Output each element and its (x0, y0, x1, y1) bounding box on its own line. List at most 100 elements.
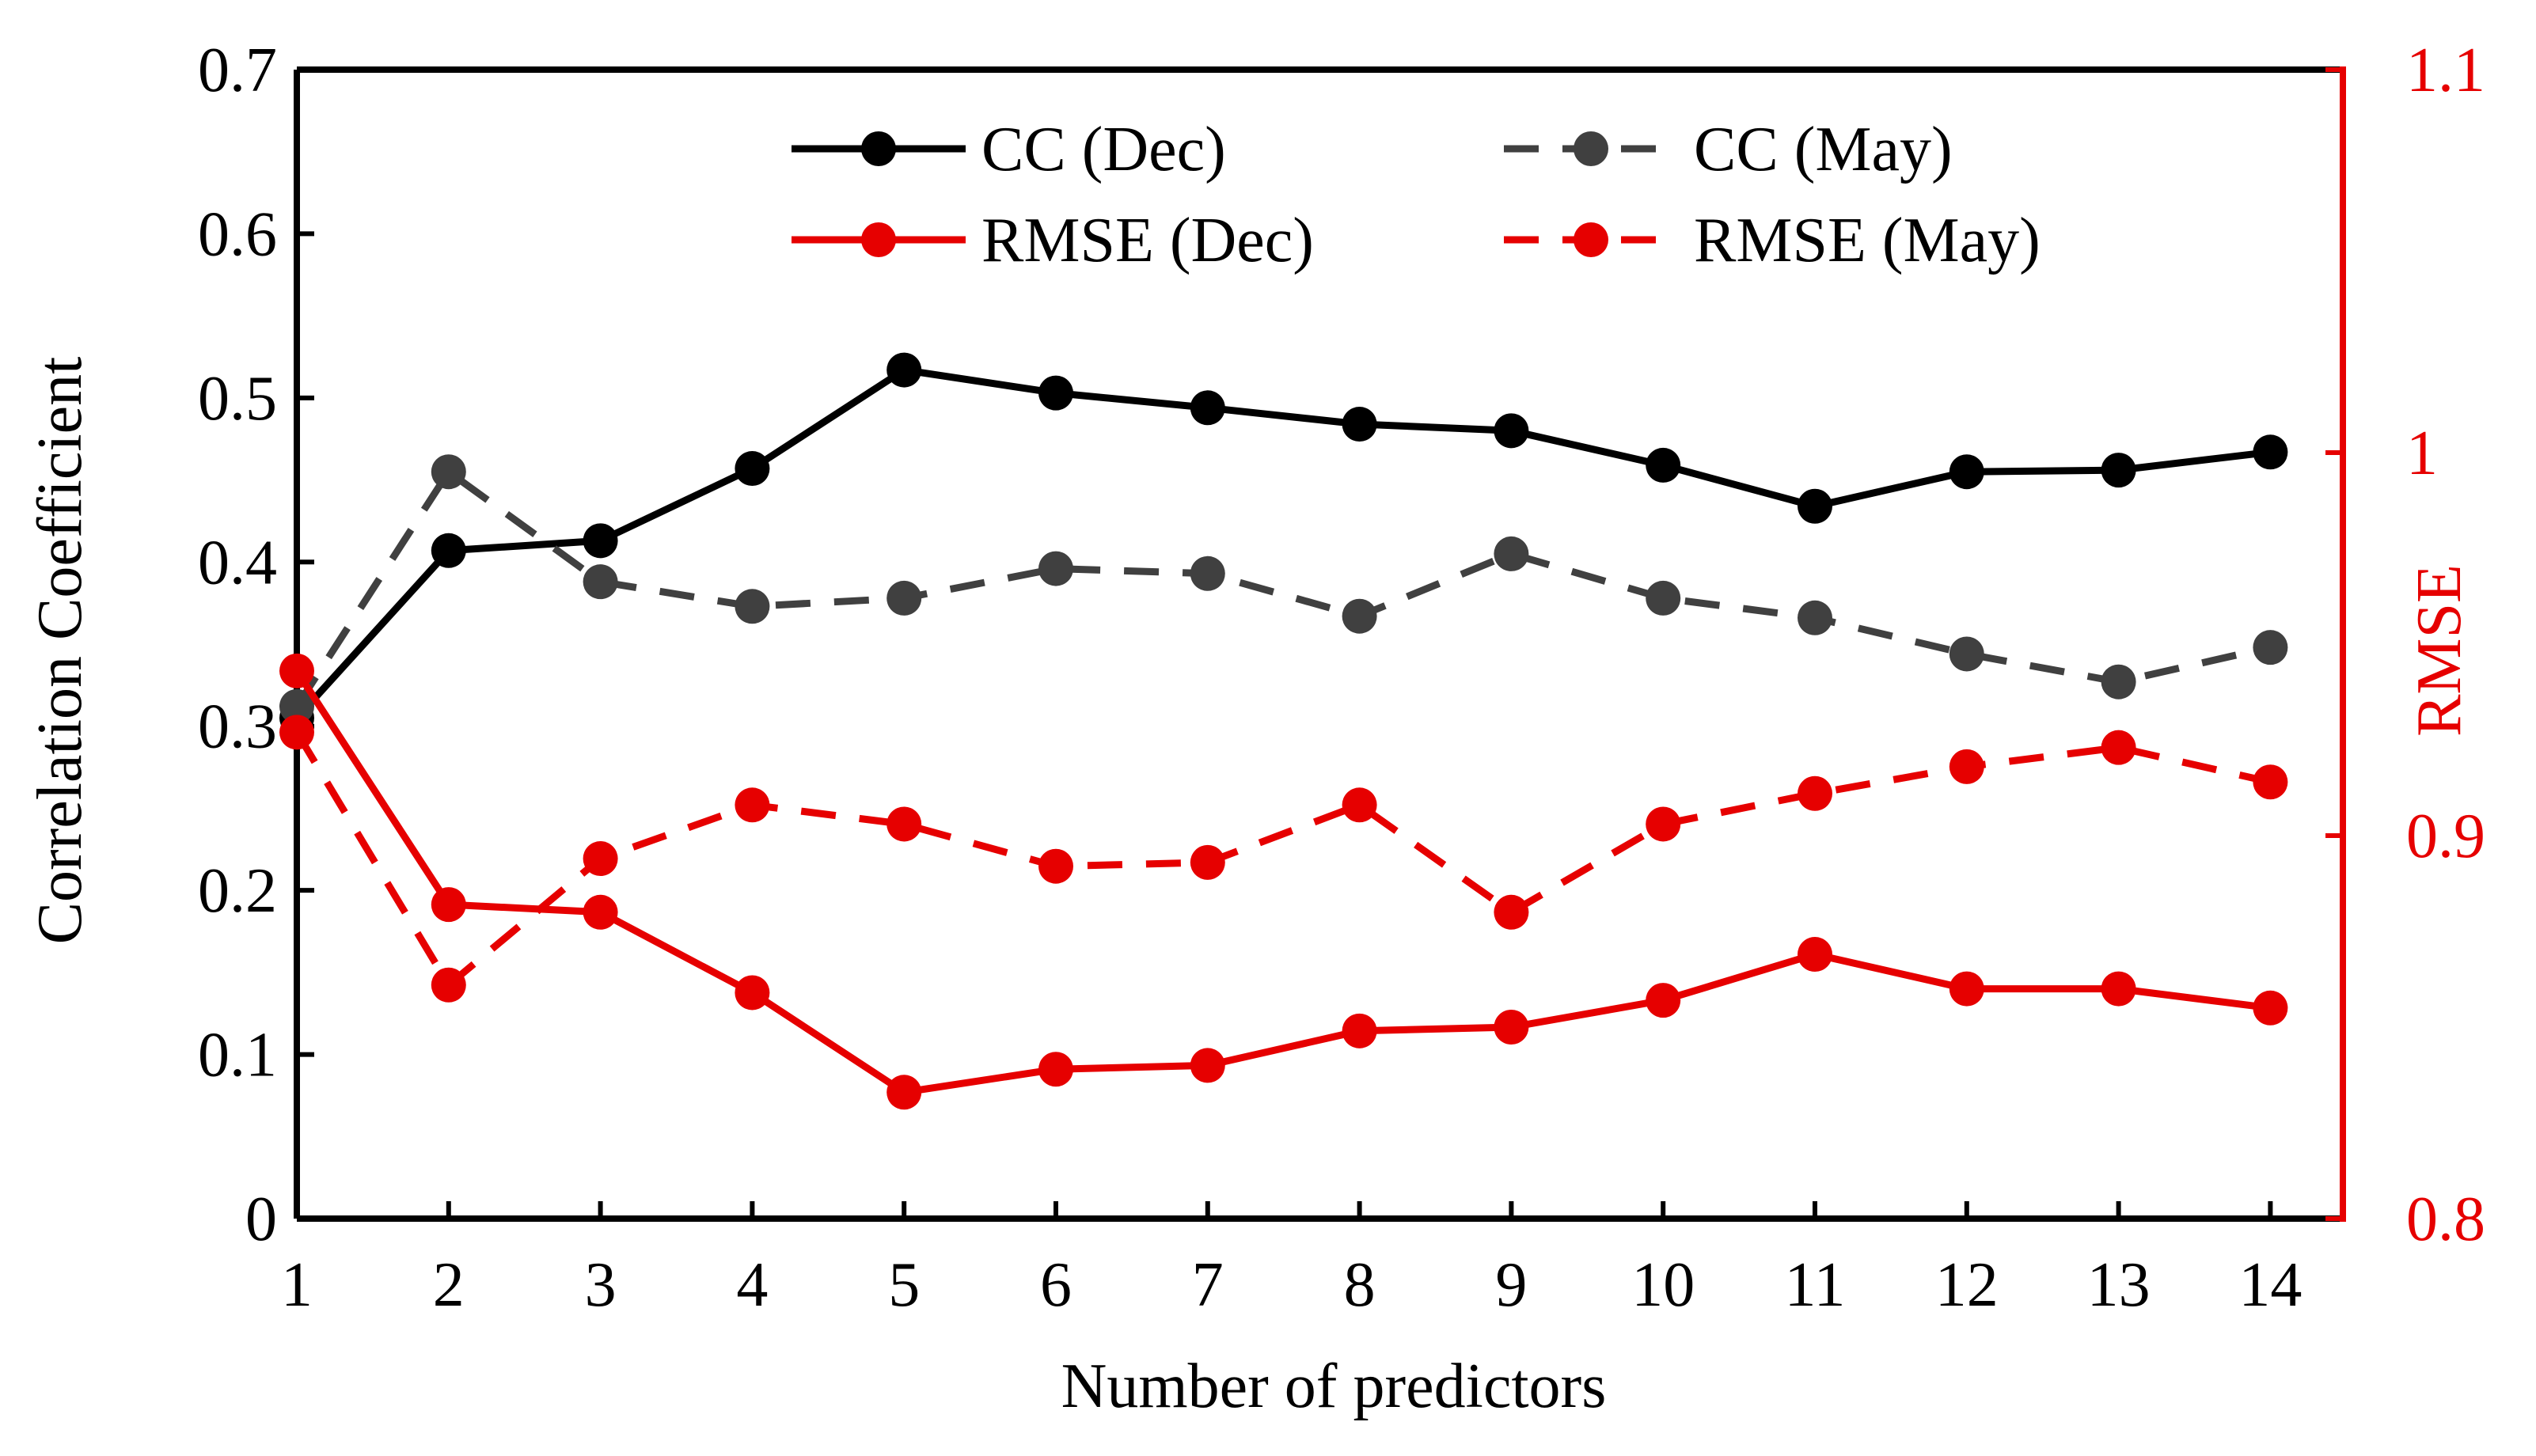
x-tick-label: 8 (1344, 1250, 1376, 1320)
x-tick-label: 10 (1631, 1250, 1695, 1320)
data-point-cc-dec (1798, 488, 1832, 524)
series-line-cc-dec (294, 366, 2271, 721)
data-point-cc-may (583, 564, 618, 600)
y2-tick-label: 0.8 (2406, 1185, 2485, 1254)
x-tick-label: 4 (736, 1250, 768, 1320)
data-point-rmse-may (1798, 775, 1832, 811)
series-line-cc-may (294, 468, 2272, 709)
data-point-cc-dec (886, 352, 922, 388)
x-tick-label: 7 (1192, 1250, 1224, 1320)
legend: CC (Dec) CC (May) RMSE (Dec) RMSE (May) (792, 115, 2041, 275)
data-point-rmse-may (1646, 806, 1681, 842)
y-tick-label: 0.2 (198, 856, 277, 926)
x-tick-label: 11 (1784, 1250, 1845, 1320)
data-point-rmse-dec (1038, 1052, 1073, 1087)
data-point-rmse-dec (886, 1075, 922, 1110)
x-axis-label: Number of predictors (1061, 1352, 1607, 1421)
data-point-rmse-dec (1798, 937, 1832, 973)
y2-axis-label: RMSE (2405, 564, 2474, 737)
data-point-rmse-may (1342, 787, 1377, 823)
legend-marker (1574, 131, 1608, 166)
legend-marker (1574, 222, 1608, 257)
data-point-cc-dec (1342, 407, 1377, 442)
data-point-rmse-may (2253, 764, 2288, 800)
data-point-cc-dec (1038, 375, 1073, 411)
data-point-rmse-may (735, 787, 770, 823)
legend-label: RMSE (May) (1694, 206, 2041, 275)
data-point-cc-may (431, 454, 466, 490)
y-tick-label: 0.1 (198, 1021, 277, 1090)
data-point-rmse-may (886, 806, 922, 842)
data-point-cc-dec (2101, 453, 2136, 488)
y-tick-label: 0.4 (198, 528, 277, 597)
legend-marker (861, 222, 896, 257)
legend-marker (861, 131, 896, 166)
y2-tick-label: 1.1 (2406, 36, 2485, 105)
x-tick-label: 6 (1040, 1250, 1072, 1320)
data-point-rmse-dec (583, 894, 618, 930)
data-point-cc-dec (1494, 413, 1529, 449)
data-point-rmse-dec (431, 887, 466, 923)
data-point-rmse-may (1494, 894, 1529, 930)
data-point-rmse-may (2101, 730, 2136, 765)
series-cc-dec (279, 352, 2288, 736)
data-point-cc-may (2101, 664, 2136, 700)
data-point-cc-may (1798, 600, 1832, 635)
x-tick-label: 2 (433, 1250, 465, 1320)
x-tick-label: 9 (1495, 1250, 1527, 1320)
axes: 00.10.20.30.40.50.60.70.80.911.11 2 3 4 5 6 7 8… (198, 36, 2485, 1320)
legend-item-cc-may: CC (May) (1504, 115, 1953, 184)
y2-tick-label: 1 (2406, 419, 2438, 488)
data-point-cc-dec (2253, 434, 2288, 470)
data-point-cc-may (1342, 598, 1377, 634)
y-tick-label: 0.7 (198, 36, 277, 105)
data-point-cc-may (886, 580, 922, 616)
legend-label: RMSE (Dec) (981, 206, 1314, 275)
x-tick-label: 3 (585, 1250, 617, 1320)
data-point-cc-may (1038, 551, 1073, 586)
data-point-rmse-may (1038, 848, 1073, 884)
data-point-cc-may (1494, 536, 1529, 571)
x-tick-label: 14 (2238, 1250, 2302, 1320)
series-rmse-may (279, 715, 2288, 1003)
data-point-rmse-dec (2101, 971, 2136, 1007)
legend-label: CC (May) (1694, 115, 1953, 184)
data-point-cc-dec (583, 523, 618, 559)
data-point-cc-dec (1646, 447, 1681, 483)
data-point-cc-may (2253, 630, 2288, 665)
data-point-cc-dec (1190, 390, 1225, 426)
data-point-rmse-may (1949, 749, 1984, 784)
legend-label: CC (Dec) (981, 115, 1226, 184)
data-point-rmse-may (431, 967, 466, 1003)
data-point-cc-may (279, 688, 314, 724)
legend-item-cc-dec: CC (Dec) (792, 115, 1226, 184)
y-tick-label: 0.6 (198, 199, 277, 269)
data-point-rmse-dec (735, 975, 770, 1010)
data-point-rmse-may (279, 715, 314, 750)
y-tick-label: 0 (245, 1185, 277, 1254)
data-point-rmse-dec (1949, 971, 1984, 1007)
y-axis-label: Correlation Coefficient (25, 357, 95, 945)
data-point-cc-may (1949, 636, 1984, 672)
x-tick-label: 1 (281, 1250, 313, 1320)
y2-tick-label: 0.9 (2406, 802, 2485, 871)
y-tick-label: 0.5 (198, 364, 277, 434)
x-tick-label: 5 (888, 1250, 920, 1320)
data-point-cc-dec (431, 533, 466, 568)
y-tick-label: 0.3 (198, 692, 277, 762)
data-point-rmse-dec (1190, 1048, 1225, 1083)
data-point-cc-may (1646, 580, 1681, 616)
data-point-cc-dec (735, 451, 770, 487)
data-point-cc-may (1190, 555, 1225, 591)
data-point-cc-may (735, 589, 770, 624)
series-cc-may (279, 454, 2288, 724)
x-tick-label: 13 (2087, 1250, 2151, 1320)
x-tick-label: 12 (1935, 1250, 1999, 1320)
series-rmse-dec (279, 653, 2288, 1110)
data-point-rmse-dec (1342, 1013, 1377, 1048)
series-line-rmse-may (294, 730, 2272, 989)
data-point-rmse-dec (2253, 990, 2288, 1026)
data-point-rmse-dec (1646, 983, 1681, 1018)
data-point-cc-dec (1949, 454, 1984, 490)
